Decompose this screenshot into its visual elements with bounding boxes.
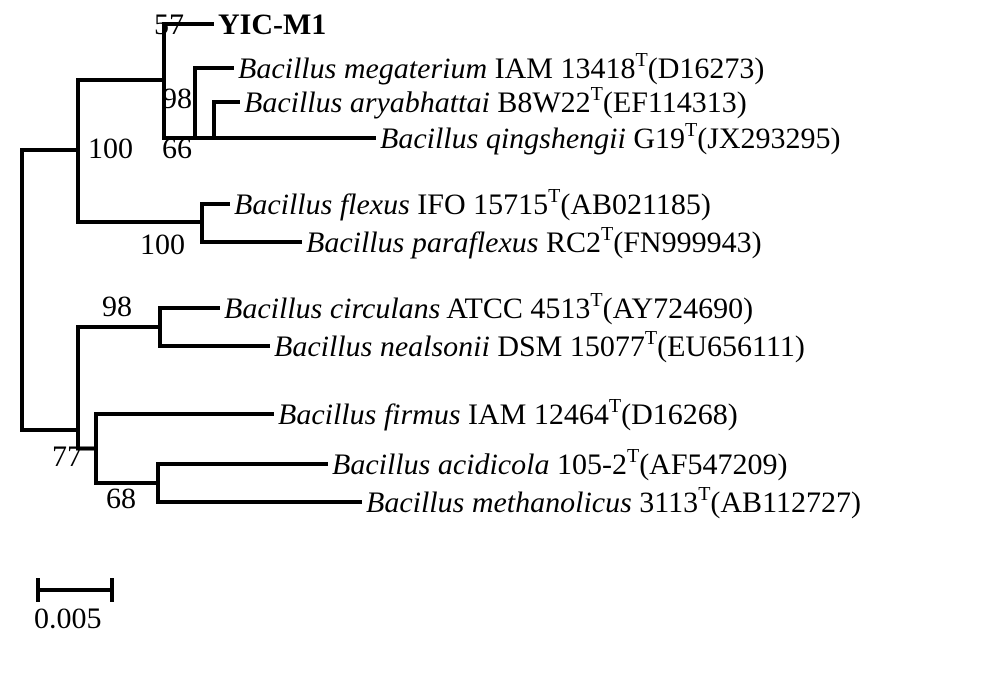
label-megaterium: Bacillus megaterium IAM 13418T(D16273) (238, 49, 764, 85)
bootstrap-b66: 66 (162, 132, 192, 165)
bootstrap-b98a: 98 (162, 82, 192, 115)
label-flexus: Bacillus flexus IFO 15715T(AB021185) (234, 185, 711, 221)
bootstrap-b100a: 100 (88, 132, 133, 165)
bootstrap-b100b: 100 (140, 228, 185, 261)
scale-label: 0.005 (34, 602, 102, 635)
label-aryabhattai: Bacillus aryabhattai B8W22T(EF114313) (244, 83, 747, 119)
bootstrap-b98b: 98 (102, 290, 132, 323)
label-circulans: Bacillus circulans ATCC 4513T(AY724690) (224, 289, 753, 325)
label-firmus: Bacillus firmus IAM 12464T(D16268) (278, 395, 738, 431)
bootstrap-b57: 57 (154, 8, 184, 41)
label-methanolicus: Bacillus methanolicus 3113T(AB112727) (366, 483, 861, 519)
bootstrap-b68: 68 (106, 482, 136, 515)
label-nealsonii: Bacillus nealsonii DSM 15077T(EU656111) (274, 327, 805, 363)
label-yic: YIC-M1 (218, 8, 326, 41)
bootstrap-b77: 77 (52, 440, 82, 473)
label-paraflexus: Bacillus paraflexus RC2T(FN999943) (306, 223, 762, 259)
label-acidicola: Bacillus acidicola 105-2T(AF547209) (332, 445, 788, 481)
label-qingshengii: Bacillus qingshengii G19T(JX293295) (380, 119, 841, 155)
